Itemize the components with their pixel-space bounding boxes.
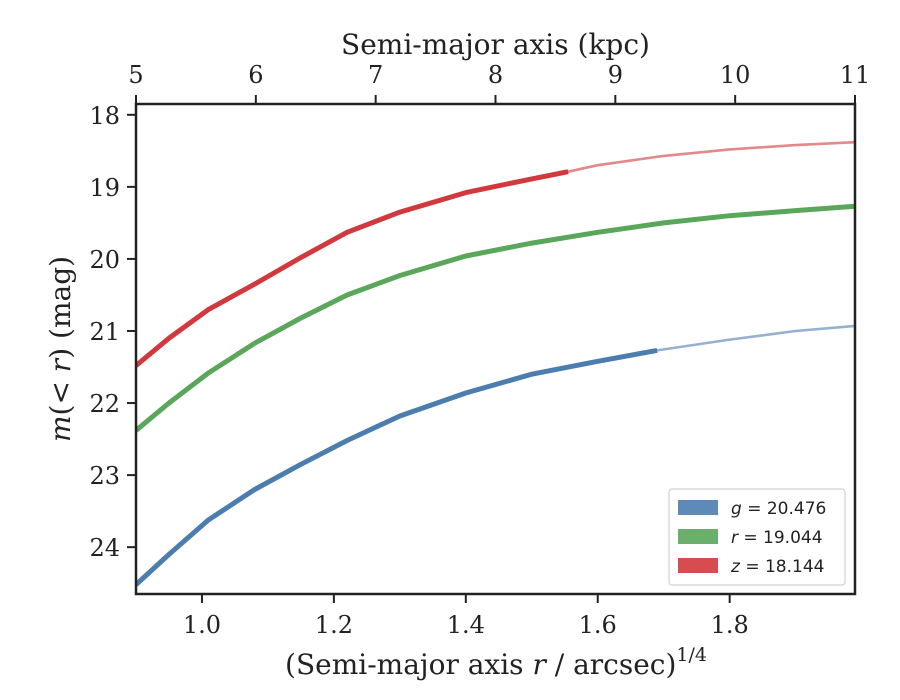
- series-g-extrapolated-line: [655, 324, 855, 352]
- bottom-axis-label-suffix: / arcsec): [546, 648, 677, 681]
- legend-label-r: r = 19.044: [731, 528, 823, 548]
- top-tick-label: 5: [128, 61, 143, 89]
- bottom-axis-label: (Semi-major axis r / arcsec)1/4: [285, 644, 707, 681]
- bottom-tick-label: 1.6: [579, 611, 617, 639]
- top-tick-label: 10: [720, 61, 751, 89]
- left-axis-label-var: m: [44, 415, 77, 442]
- legend-swatch-r: [678, 529, 718, 544]
- legend-swatch-g: [678, 500, 718, 515]
- legend-var: r: [731, 528, 739, 548]
- legend-label-z: z = 18.144: [730, 557, 824, 577]
- left-tick-label: 20: [89, 246, 120, 274]
- series-r-line: [136, 203, 855, 433]
- series-g-line: [136, 347, 658, 587]
- top-axis-label: Semi-major axis (kpc): [341, 28, 650, 61]
- bottom-tick-label: 1.0: [183, 611, 221, 639]
- legend-var: g: [731, 499, 742, 519]
- bottom-axis-label-sup: 1/4: [676, 644, 707, 666]
- legend-value: = 19.044: [738, 528, 823, 548]
- top-tick-label: 11: [840, 61, 871, 89]
- top-tick-label: 6: [248, 61, 263, 89]
- left-axis-label: m(< r) (mag): [44, 256, 77, 442]
- bottom-axis-label-prefix: (Semi-major axis: [285, 648, 532, 681]
- left-tick-label: 18: [89, 102, 120, 130]
- bottom-tick-label: 1.8: [711, 611, 749, 639]
- top-tick-label: 7: [368, 61, 383, 89]
- series-z-line: [136, 169, 569, 368]
- left-axis-label-var2: r: [44, 357, 77, 372]
- series-group: [136, 140, 855, 587]
- left-tick-label: 21: [89, 318, 120, 346]
- top-tick-label: 8: [488, 61, 503, 89]
- bottom-tick-label: 1.4: [447, 611, 485, 639]
- legend-var: z: [730, 557, 741, 577]
- left-tick-label: 24: [89, 534, 120, 562]
- legend-value: = 18.144: [740, 557, 825, 577]
- legend-label-g: g = 20.476: [731, 499, 826, 519]
- left-tick-label: 19: [89, 174, 120, 202]
- bottom-tick-label: 1.2: [315, 611, 353, 639]
- legend-swatch-z: [678, 558, 718, 573]
- series-z-extrapolated-line: [566, 140, 855, 173]
- plot-layer: [136, 140, 855, 587]
- left-tick-label: 23: [89, 462, 120, 490]
- bottom-axis-label-var: r: [532, 648, 547, 681]
- left-axis-label-end: ) (mag): [44, 256, 77, 359]
- axes-layer: 1.0 1.2 1.4 1.6 1.8 5 6 7 8 9 10 11 18 19 20 21 22 23 24: [89, 61, 870, 639]
- legend-value: = 20.476: [742, 499, 827, 519]
- top-tick-label: 9: [608, 61, 623, 89]
- left-tick-label: 22: [89, 390, 120, 418]
- left-axis-label-mid: (<: [44, 372, 77, 415]
